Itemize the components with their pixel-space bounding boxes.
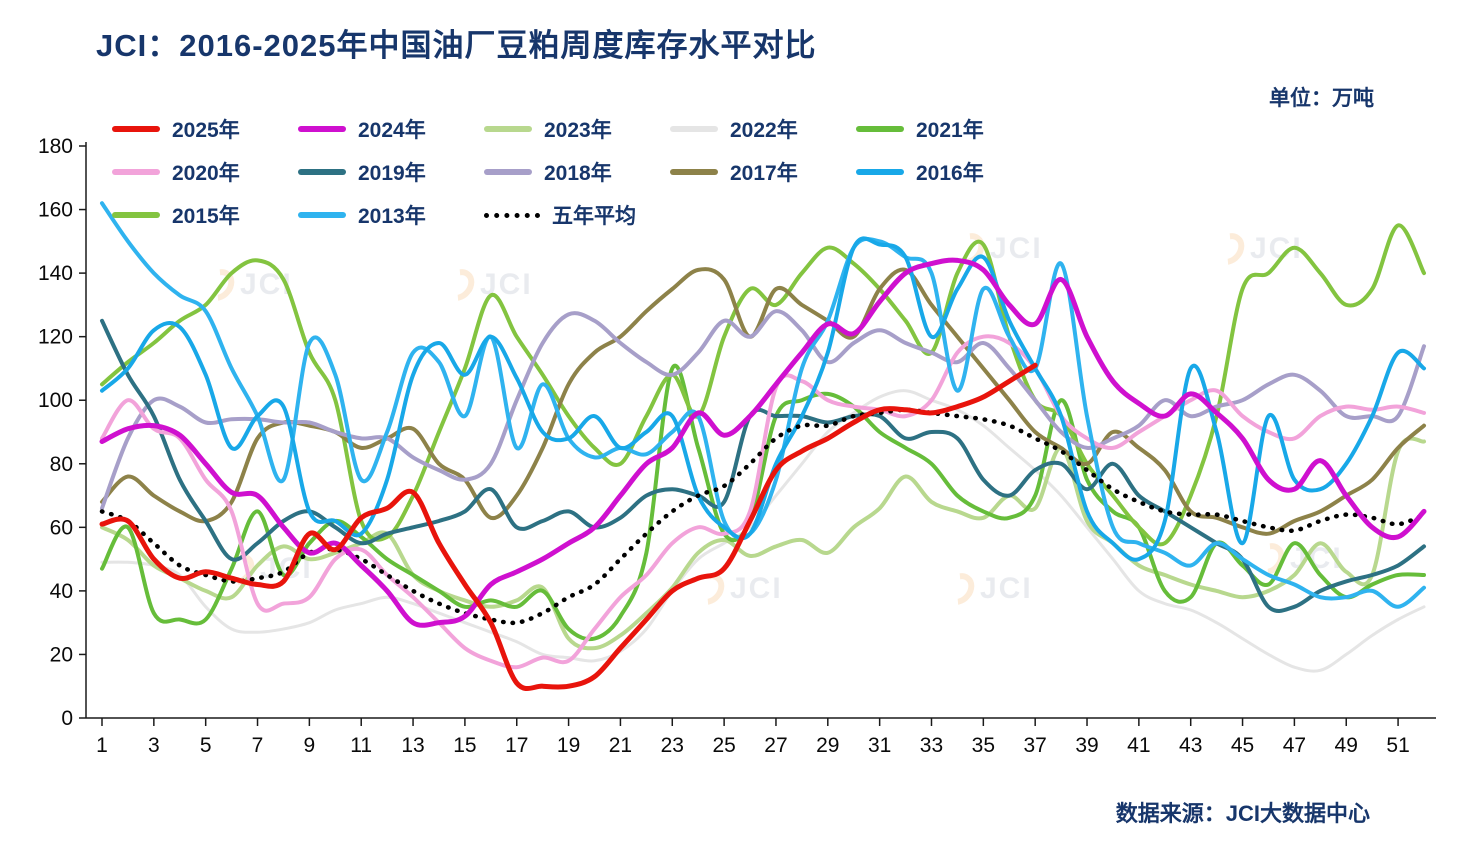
x-tick-label: 5 (200, 734, 212, 757)
jci-watermark: JCI (947, 226, 1043, 272)
x-tick-label: 23 (661, 734, 684, 757)
x-tick-label: 31 (868, 734, 891, 757)
x-tick-label: 11 (350, 734, 372, 757)
legend-swatch-2015年 (112, 212, 160, 218)
series-line-2013年 (100, 201, 1426, 609)
x-tick-label: 15 (453, 734, 476, 757)
jci-watermark: JCI (937, 566, 1033, 612)
y-tick-label: 20 (50, 643, 73, 666)
legend-item-2025年: 2025年 (112, 112, 298, 146)
x-tick-label: 45 (1231, 734, 1254, 757)
series-line-2025年 (99, 362, 1038, 692)
data-source: 数据来源：JCI大数据中心 (1115, 801, 1370, 826)
y-tick-label: 180 (38, 135, 73, 158)
legend-swatch-2025年 (112, 126, 160, 132)
x-tick-label: 33 (920, 734, 943, 757)
x-tick-label: 21 (609, 734, 632, 757)
y-tick-label: 120 (38, 326, 73, 349)
legend-label: 2013年 (358, 205, 426, 228)
legend-swatch-2013年 (298, 212, 346, 218)
y-tick-label: 160 (38, 199, 73, 222)
legend-label: 2020年 (172, 162, 240, 185)
legend-label: 2024年 (358, 119, 426, 142)
legend-item-2016年: 2016年 (856, 155, 1042, 189)
x-tick-label: 35 (972, 734, 995, 757)
y-tick-label: 100 (38, 389, 73, 412)
x-tick-label: 41 (1127, 734, 1150, 757)
x-tick-label: 7 (252, 734, 264, 757)
series-line-2016年 (100, 236, 1426, 562)
x-tick-label: 39 (1075, 734, 1098, 757)
series-line-2024年 (99, 257, 1427, 628)
legend-item-2018年: 2018年 (484, 155, 670, 189)
jci-watermark: JCI (687, 566, 783, 612)
legend-label: 2016年 (916, 162, 984, 185)
x-tick-label: 49 (1335, 734, 1358, 757)
y-tick-label: 60 (50, 516, 73, 539)
legend-label: 2023年 (544, 119, 612, 142)
legend-label: 2015年 (172, 205, 240, 228)
y-tick-label: 40 (50, 580, 73, 603)
legend-swatch-2023年 (484, 126, 532, 132)
legend-swatch-2017年 (670, 169, 718, 175)
x-tick-label: 17 (505, 734, 528, 757)
x-tick-label: 51 (1386, 734, 1409, 757)
legend-swatch-2016年 (856, 169, 904, 175)
legend-label: 2021年 (916, 119, 984, 142)
x-tick-label: 3 (148, 734, 160, 757)
legend-swatch-2024年 (298, 126, 346, 132)
legend-swatch-2018年 (484, 169, 532, 175)
legend-label: 2022年 (730, 119, 798, 142)
y-tick-label: 80 (50, 453, 73, 476)
x-tick-label: 13 (401, 734, 424, 757)
page-title: JCI：2016-2025年中国油厂豆粕周度库存水平对比 (96, 28, 817, 63)
legend-swatch-五年平均 (484, 212, 540, 218)
legend-item-2020年: 2020年 (112, 155, 298, 189)
legend-item-五年平均: 五年平均 (484, 198, 670, 232)
legend-item-2015年: 2015年 (112, 198, 298, 232)
legend-swatch-2021年 (856, 126, 904, 132)
legend-label: 2018年 (544, 162, 612, 185)
x-tick-label: 29 (816, 734, 839, 757)
jci-watermark: JCI (197, 262, 293, 308)
legend-swatch-2019年 (298, 169, 346, 175)
y-tick-label: 140 (38, 262, 73, 285)
legend-item-2023年: 2023年 (484, 112, 670, 146)
legend-label: 五年平均 (552, 205, 636, 228)
legend-label: 2025年 (172, 119, 240, 142)
legend-item-2013年: 2013年 (298, 198, 484, 232)
legend-item-2019年: 2019年 (298, 155, 484, 189)
x-tick-label: 19 (557, 734, 580, 757)
series-line-2023年 (100, 436, 1426, 651)
legend-item-2022年: 2022年 (670, 112, 856, 146)
x-tick-label: 9 (304, 734, 316, 757)
legend-label: 2017年 (730, 162, 798, 185)
chart-legend: 2025年 2024年 2023年 2022年 2021年 2020年 2019年 2018年… (112, 112, 1042, 232)
x-tick-label: 25 (712, 734, 735, 757)
unit-label: 单位：万吨 (1269, 87, 1374, 110)
legend-item-2021年: 2021年 (856, 112, 1042, 146)
legend-item-2024年: 2024年 (298, 112, 484, 146)
series-line-2018年 (100, 309, 1426, 511)
legend-item-2017年: 2017年 (670, 155, 856, 189)
series-line-2015年 (100, 223, 1426, 547)
x-tick-label: 47 (1283, 734, 1306, 757)
x-tick-label: 27 (764, 734, 787, 757)
x-tick-label: 1 (96, 734, 108, 757)
y-tick-label: 0 (61, 707, 73, 730)
legend-label: 2019年 (358, 162, 426, 185)
series-line-2022年 (100, 389, 1426, 673)
x-tick-label: 37 (1023, 734, 1046, 757)
legend-swatch-2020年 (112, 169, 160, 175)
x-tick-label: 43 (1179, 734, 1202, 757)
legend-swatch-2022年 (670, 126, 718, 132)
